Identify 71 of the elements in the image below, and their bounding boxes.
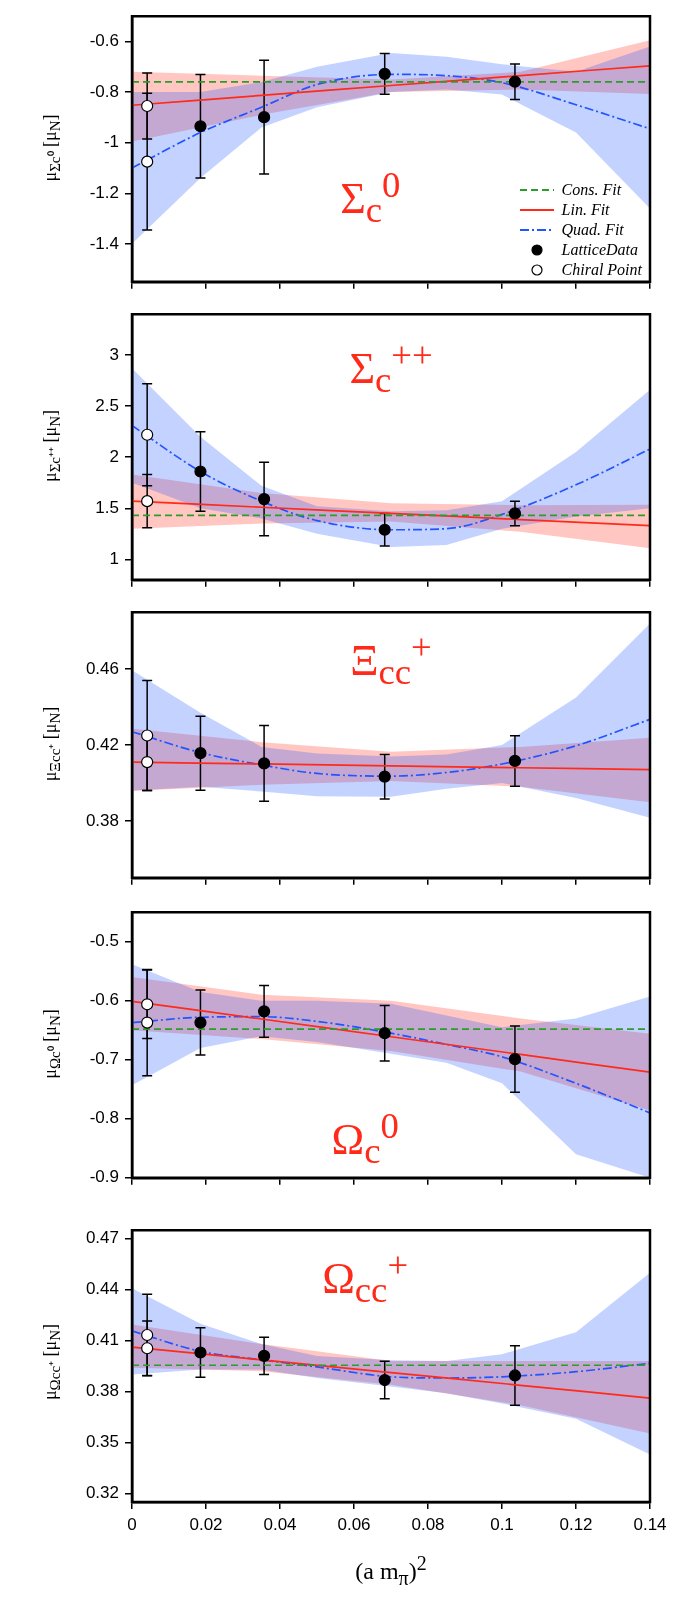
point [508,75,522,88]
legend-label: LatticeData [561,241,638,259]
legend-label: Lin. Fit [561,201,610,219]
y-tick-label: -0.8 [89,1108,119,1128]
y-tick-label: -0.5 [89,931,119,951]
y-tick-label: -0.7 [89,1049,119,1069]
point [508,754,522,768]
y-tick-label: 0.38 [85,1381,119,1401]
line-series [132,64,650,107]
point [257,1005,271,1018]
legend-label: Quad. Fit [561,221,624,239]
y-tick-label: -0.6 [89,990,119,1010]
y-tick-label: 0.44 [85,1279,119,1299]
point [508,1053,522,1066]
y-tick-label: -1 [103,132,119,152]
y-tick-label: -0.6 [89,31,119,51]
point [508,1369,522,1382]
point [141,1328,154,1342]
point [141,155,154,168]
x-tick-label: 0.06 [337,1514,371,1534]
x-tick-label: 0.12 [559,1514,593,1534]
y-tick-label: -0.9 [89,1167,119,1187]
x-tick-label: 0.02 [189,1514,223,1534]
x-tick-label: 0 [127,1514,137,1534]
point [194,1016,207,1029]
y-tick-label: 0.47 [85,1228,119,1248]
point [257,1349,271,1363]
x-tick-label: 0.08 [411,1514,445,1534]
point [141,998,154,1011]
point [141,1016,154,1029]
legend-label: Chiral Point [561,261,642,279]
point [257,111,271,124]
point [141,428,154,441]
line-series [132,1000,650,1073]
y-tick-label: 3 [109,344,119,364]
y-tick-label: 0.41 [85,1330,119,1350]
point [194,465,207,478]
point [141,729,154,742]
x-tick-label: 0.14 [633,1514,667,1534]
y-tick-label: -1.4 [89,233,119,253]
point [141,755,154,769]
point [141,1342,154,1355]
point [508,507,522,520]
y-tick-label: 0.46 [85,658,119,678]
y-tick-label: 0.35 [85,1432,119,1452]
point [378,770,391,783]
point [257,493,271,506]
y-tick-label: 2 [109,446,119,466]
y-tick-label: -0.8 [89,81,119,101]
line-series [132,1346,650,1399]
point [378,523,391,536]
x-tick-label: 0.04 [263,1514,297,1534]
point [378,67,391,80]
y-tick-label: 0.32 [85,1483,119,1503]
y-tick-label: 1.5 [95,497,119,517]
point [141,99,154,113]
point [194,747,207,760]
y-tick-label: 2.5 [95,395,119,415]
y-tick-label: 0.38 [85,810,119,830]
legend-label: Cons. Fit [561,181,622,199]
point [378,1373,391,1387]
point [194,1346,207,1359]
y-tick-label: 0.42 [85,734,119,754]
y-tick-label: -1.2 [89,182,119,202]
point [194,120,207,133]
y-tick-label: 1 [109,549,119,569]
x-axis-title: (a m$_{π}$)$^{2}$ [355,1552,427,1590]
point [257,757,271,770]
point [378,1027,391,1040]
point [141,495,154,508]
x-tick-label: 0.1 [490,1514,514,1534]
